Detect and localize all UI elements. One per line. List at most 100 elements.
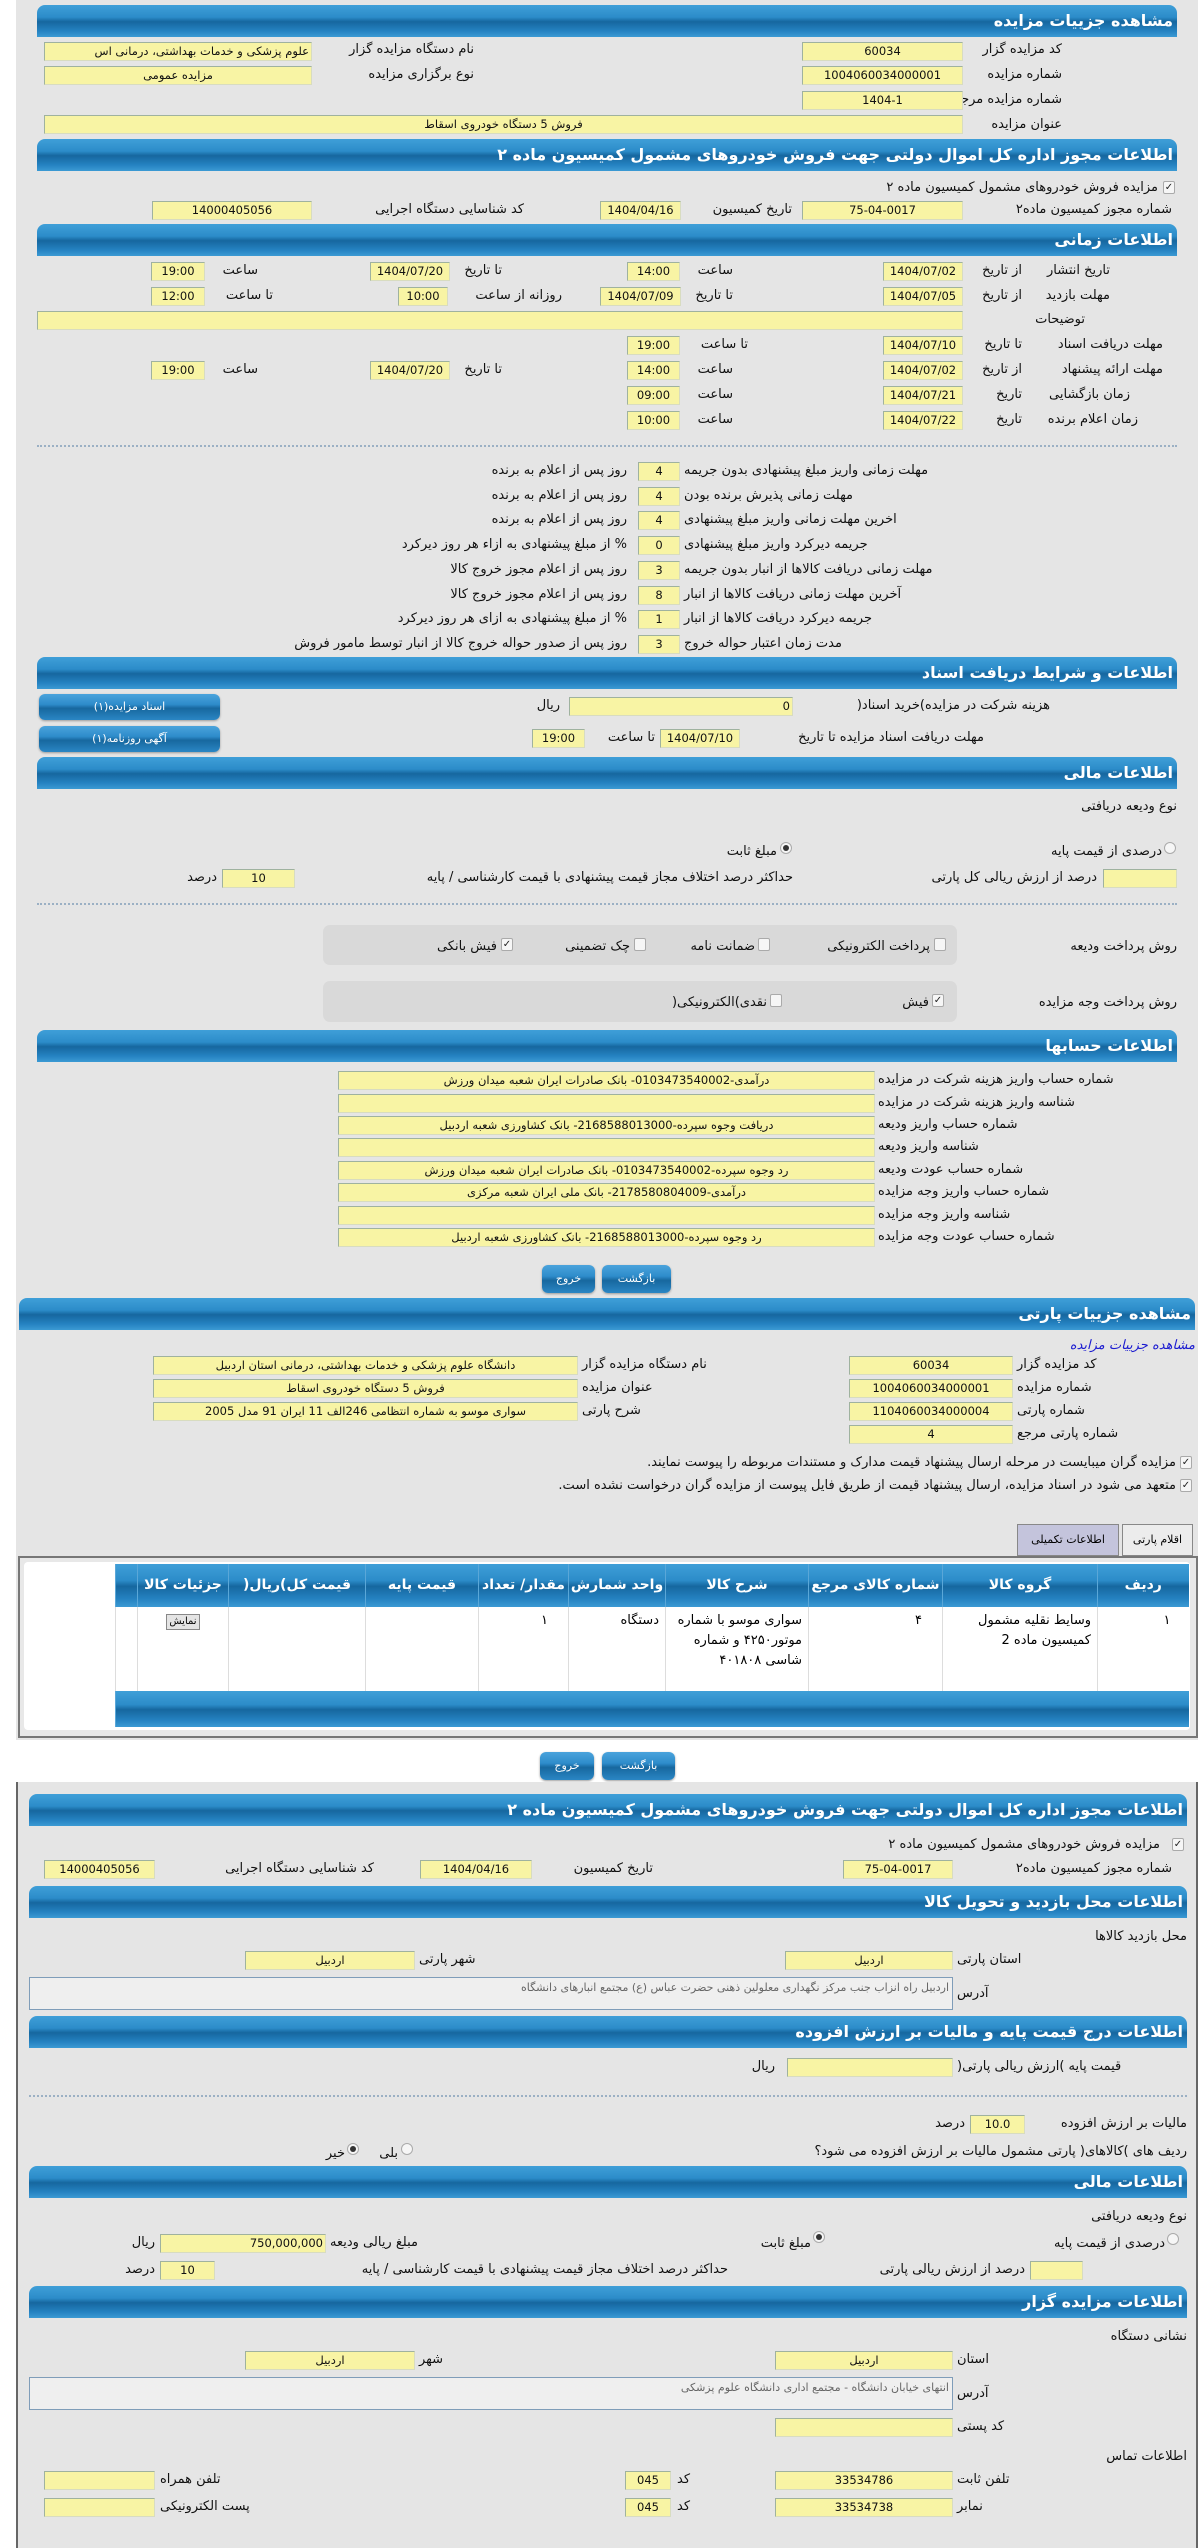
deadline-field[interactable]: 8 <box>638 586 680 605</box>
visit-daily-from[interactable]: 10:00 <box>398 287 448 306</box>
postal-code-field[interactable] <box>775 2418 953 2437</box>
deposit-amount-field[interactable]: 750,000,000 <box>160 2234 326 2253</box>
percent-of-total-field[interactable] <box>1103 869 1177 888</box>
docs-to-time[interactable]: 19:00 <box>627 336 680 355</box>
auction-details-link[interactable]: مشاهده جزییات مزایده <box>1069 1338 1195 1353</box>
visit-city-field[interactable]: اردبیل <box>245 1951 415 1970</box>
publish-from-date[interactable]: 1404/07/02 <box>883 262 963 281</box>
organizer-address-field[interactable]: انتهای خیابان دانشگاه - مجتمع اداری دانش… <box>29 2377 953 2410</box>
lot-subject-field[interactable]: فروش 5 دستگاه خودروی اسقاط <box>153 1379 578 1398</box>
permit-no-field-2[interactable]: 75-04-0017 <box>843 1860 953 1879</box>
phone-field[interactable]: 33534786 <box>775 2471 953 2490</box>
mobile-field[interactable] <box>44 2471 155 2490</box>
lot-code-field[interactable]: 60034 <box>849 1356 1013 1375</box>
offer-to-time[interactable]: 19:00 <box>151 361 205 380</box>
no-attachment-offer-checkbox[interactable]: ✓ <box>1180 1479 1192 1492</box>
auction-type-field[interactable]: مزایده عمومی <box>44 66 312 85</box>
deadline-field[interactable]: 1 <box>638 610 680 629</box>
max-diff-field-2[interactable]: 10 <box>160 2261 215 2280</box>
auction-code-field[interactable]: 60034 <box>802 42 963 61</box>
auction-documents-button[interactable]: اسناد مزایده(۱) <box>39 694 220 720</box>
publish-to-date[interactable]: 1404/07/20 <box>370 262 450 281</box>
vat-yes-radio[interactable] <box>401 2143 413 2155</box>
checkbox-bank-receipt[interactable]: ✓ <box>501 938 513 951</box>
back-button[interactable]: بازگشت <box>602 1752 675 1780</box>
visit-daily-to[interactable]: 12:00 <box>151 287 205 306</box>
docs-deadline-time[interactable]: 19:00 <box>532 729 585 748</box>
docs-fee-field[interactable]: 0 <box>569 697 793 716</box>
visit-from-date[interactable]: 1404/07/05 <box>883 287 963 306</box>
phone-code-field[interactable]: 045 <box>625 2471 671 2490</box>
offer-from-date[interactable]: 1404/07/02 <box>883 361 963 380</box>
deadline-field[interactable]: 3 <box>638 635 680 654</box>
back-button[interactable]: بازگشت <box>602 1265 671 1293</box>
account-field[interactable]: درآمدی-2178580804009- بانک ملی ایران شعب… <box>338 1183 875 1202</box>
radio-fixed-amount-2[interactable] <box>813 2231 825 2243</box>
permit-no-field[interactable]: 75-04-0017 <box>802 201 963 220</box>
tab-lot-items[interactable]: اقلام پارتی <box>1122 1524 1193 1556</box>
radio-percent-of-base[interactable] <box>1164 842 1176 854</box>
permit-checkbox-2[interactable]: ✓ <box>1172 1838 1184 1851</box>
lot-ref-field[interactable]: 4 <box>849 1425 1013 1444</box>
lot-number-field[interactable]: 1104060034000004 <box>849 1402 1013 1421</box>
organizer-city-field[interactable]: اردبیل <box>245 2351 415 2370</box>
lot-desc-field[interactable]: سواری موسو به شماره انتظامی 246الف 11 ای… <box>153 1402 578 1421</box>
permit-date-field-2[interactable]: 1404/04/16 <box>420 1860 532 1879</box>
fax-code-field[interactable]: 045 <box>625 2498 671 2517</box>
winner-date[interactable]: 1404/07/22 <box>883 411 963 430</box>
radio-percent-of-base-2[interactable] <box>1167 2233 1179 2245</box>
docs-deadline-date[interactable]: 1404/07/10 <box>660 729 740 748</box>
opening-date[interactable]: 1404/07/21 <box>883 386 963 405</box>
account-field[interactable]: رد وجوه سپرده-0103473540002- بانک صادرات… <box>338 1161 875 1180</box>
account-field[interactable] <box>338 1206 875 1225</box>
org-id-field-2[interactable]: 14000405056 <box>44 1860 155 1879</box>
tab-supplementary-info[interactable]: اطلاعات تکمیلی <box>1017 1524 1119 1556</box>
deadline-field[interactable]: 4 <box>638 487 680 506</box>
offer-from-time[interactable]: 14:00 <box>627 361 680 380</box>
lot-org-field[interactable]: دانشگاه علوم پزشکی و خدمات بهداشتی، درما… <box>153 1356 578 1375</box>
account-field[interactable]: دریافت وجوه سپرده-2168588013000- بانک کش… <box>338 1116 875 1135</box>
org-name-field[interactable]: علوم پزشکی و خدمات بهداشتی، درمانی اس <box>44 42 312 61</box>
checkbox-guarantee[interactable] <box>758 938 770 951</box>
account-field[interactable]: درآمدی-0103473540002- بانک صادرات ایران … <box>338 1071 875 1090</box>
auction-number-field[interactable]: 1004060034000001 <box>802 66 963 85</box>
exit-button[interactable]: خروج <box>542 1265 595 1293</box>
offer-to-date[interactable]: 1404/07/20 <box>370 361 450 380</box>
fax-field[interactable]: 33534738 <box>775 2498 953 2517</box>
visit-to-date[interactable]: 1404/07/09 <box>600 287 681 306</box>
deadline-field[interactable]: 4 <box>638 462 680 481</box>
permit-date-field[interactable]: 1404/04/16 <box>600 201 681 220</box>
timing-desc-field[interactable] <box>37 311 963 330</box>
account-field[interactable] <box>338 1094 875 1113</box>
organizer-province-field[interactable]: اردبیل <box>775 2351 953 2370</box>
vat-field[interactable]: 10.0 <box>970 2115 1025 2134</box>
checkbox-electronic-payment[interactable] <box>934 938 946 951</box>
publish-from-time[interactable]: 14:00 <box>627 262 680 281</box>
max-diff-field[interactable]: 10 <box>222 869 295 888</box>
show-details-button[interactable]: نمایش <box>166 1614 200 1630</box>
org-id-field[interactable]: 14000405056 <box>152 201 312 220</box>
visit-province-field[interactable]: اردبیل <box>785 1951 953 1970</box>
winner-time[interactable]: 10:00 <box>627 411 680 430</box>
checkbox-certified-check[interactable] <box>634 938 646 951</box>
checkbox-receipt[interactable]: ✓ <box>932 994 944 1007</box>
visit-address-field[interactable]: اردبیل راه انزاب جنب مرکز نگهداری معلولی… <box>29 1977 953 2010</box>
deadline-field[interactable]: 4 <box>638 511 680 530</box>
auction-ref-field[interactable]: 1404-1 <box>802 91 963 110</box>
account-field[interactable]: رد وجوه سپرده-2168588013000- بانک کشاورز… <box>338 1228 875 1247</box>
publish-to-time[interactable]: 19:00 <box>151 262 205 281</box>
checkbox-cash-electronic[interactable] <box>770 994 782 1007</box>
docs-to-date[interactable]: 1404/07/10 <box>883 336 963 355</box>
base-price-field[interactable] <box>787 2058 953 2077</box>
percent-of-total-field-2[interactable] <box>1030 2261 1083 2280</box>
email-field[interactable] <box>44 2498 155 2517</box>
opening-time[interactable]: 09:00 <box>627 386 680 405</box>
account-field[interactable] <box>338 1138 875 1157</box>
exit-button[interactable]: خروج <box>540 1752 594 1780</box>
lot-auction-number-field[interactable]: 1004060034000001 <box>849 1379 1013 1398</box>
radio-fixed-amount[interactable] <box>780 842 792 854</box>
auction-subject-field[interactable]: فروش 5 دستگاه خودروی اسقاط <box>44 115 963 134</box>
deadline-field[interactable]: 0 <box>638 536 680 555</box>
deadline-field[interactable]: 3 <box>638 561 680 580</box>
permit-checkbox[interactable]: ✓ <box>1163 181 1175 194</box>
